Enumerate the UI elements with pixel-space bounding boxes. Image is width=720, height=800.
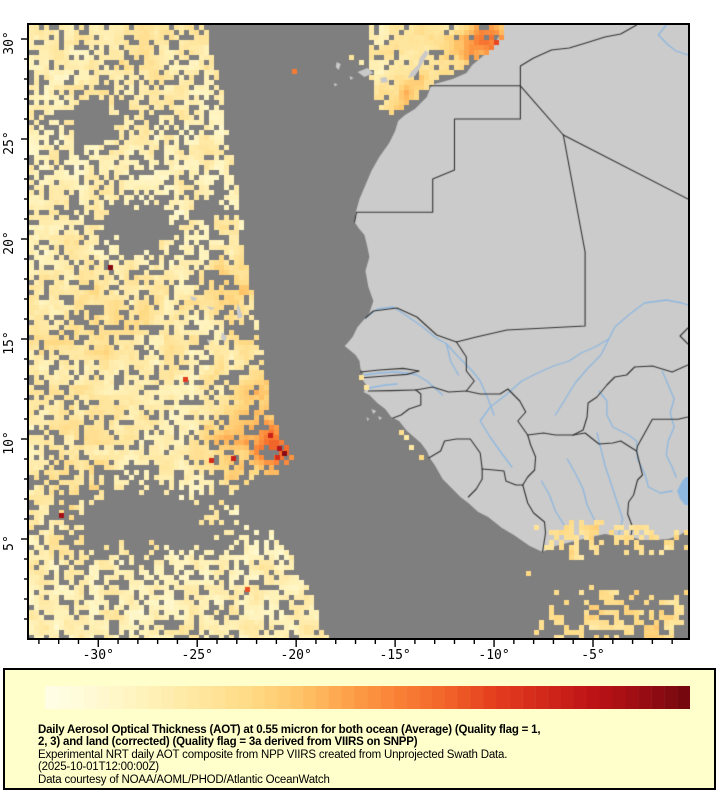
y-axis-tick-label: 10° <box>2 431 17 454</box>
map-plot-area <box>27 23 690 640</box>
x-axis-tick-label: -30° <box>83 648 114 663</box>
x-axis-tick-label: -20° <box>281 648 312 663</box>
y-axis-tick-label: 30° <box>2 31 17 54</box>
legend-text-block: Daily Aerosol Optical Thickness (AOT) at… <box>38 724 706 786</box>
x-axis-tick-label: -15° <box>379 648 410 663</box>
x-axis-tick-label: -25° <box>182 648 213 663</box>
legend-subtitle: Experimental NRT daily AOT composite fro… <box>38 748 508 761</box>
legend-timestamp: (2025-10-01T12:00:00Z) <box>38 761 159 774</box>
map-canvas <box>29 25 688 638</box>
y-axis-tick-label: 20° <box>2 231 17 254</box>
y-axis-tick-label: 25° <box>2 131 17 154</box>
x-axis-tick-label: -5° <box>581 648 604 663</box>
legend-panel: Daily Aerosol Optical Thickness (AOT) at… <box>3 668 716 790</box>
legend-title-line1: Daily Aerosol Optical Thickness (AOT) at… <box>38 724 541 736</box>
y-axis-tick-label: 5° <box>2 535 17 551</box>
colorbar <box>45 686 690 709</box>
y-axis-tick-label: 15° <box>2 331 17 354</box>
legend-title-line2: 2, 3) and land (corrected) (Quality flag… <box>38 736 418 749</box>
x-axis-tick-label: -10° <box>478 648 509 663</box>
legend-credit: Data courtesy of NOAA/AOML/PHOD/Atlantic… <box>38 773 330 786</box>
